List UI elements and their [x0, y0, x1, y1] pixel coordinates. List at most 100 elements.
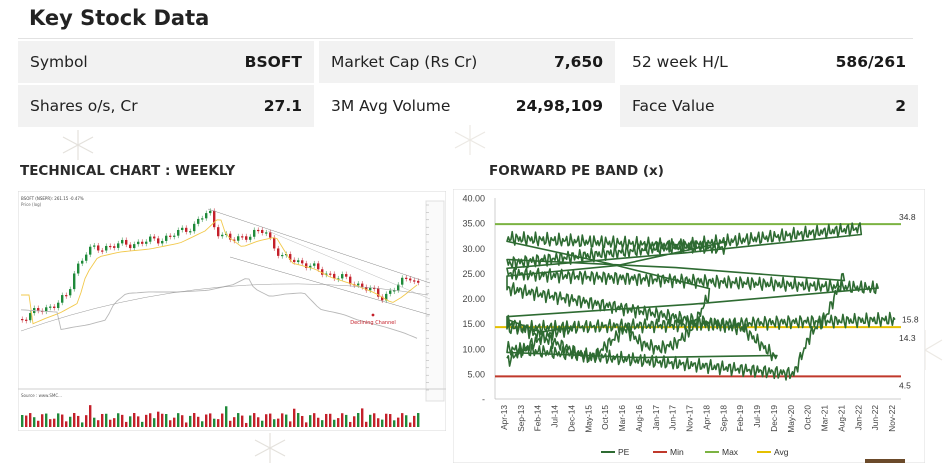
candle [77, 263, 80, 274]
y-tick-label: 15.00 [462, 319, 485, 329]
volume-bar [337, 418, 340, 427]
candle [61, 295, 64, 303]
volume-bar [357, 413, 360, 427]
candle [401, 277, 404, 285]
volume-bar [405, 415, 408, 427]
volume-bar [321, 420, 324, 427]
volume-bar [377, 418, 380, 427]
candle [53, 306, 56, 309]
volume-bar [281, 413, 284, 427]
candle [25, 319, 28, 321]
volume-bar [333, 419, 336, 427]
volume-bar [97, 420, 100, 427]
candle [289, 254, 292, 260]
candle [109, 245, 112, 248]
candle [157, 238, 160, 244]
volume-bar [401, 413, 404, 427]
candle [189, 231, 192, 233]
candle [301, 260, 304, 264]
volume-bar [205, 414, 208, 427]
moving-average-line [20, 278, 418, 339]
svg-text:Price (log): Price (log) [21, 202, 42, 207]
candle [125, 239, 128, 245]
legend-label: PE [618, 447, 630, 457]
volume-bar [157, 411, 160, 427]
symbol-cell: Symbol BSOFT [18, 41, 314, 83]
volume-bar [105, 413, 108, 427]
y-tick-label: 40.00 [462, 194, 485, 204]
volume-bar [209, 413, 212, 427]
candle [317, 263, 320, 270]
candle [277, 248, 280, 256]
volume-bar [229, 420, 232, 427]
candle [201, 218, 204, 220]
volume-bar [125, 421, 128, 427]
candle [137, 241, 140, 245]
volume-bar [49, 419, 52, 427]
candle [49, 306, 52, 308]
volume-bar [361, 408, 364, 427]
forward-pe-chart: 40.00 35.00 30.00 25.00 20.00 15.00 10.00 5.00 -… [453, 189, 925, 463]
candle [337, 278, 340, 280]
candle [105, 245, 108, 251]
candle [349, 276, 352, 285]
volume-bar [57, 413, 60, 427]
volume-bar [221, 413, 224, 427]
candle [121, 239, 124, 244]
y-tick-label: 10.00 [462, 344, 485, 354]
x-tick-label: Apr-18 [701, 405, 711, 430]
candle [413, 280, 416, 282]
volume-bar [141, 421, 144, 427]
volume-bar [309, 415, 312, 427]
y-tick-label: 25.00 [462, 269, 485, 279]
shares-label: Shares o/s, Cr [30, 97, 138, 115]
shares-value: 27.1 [263, 97, 302, 115]
candle [69, 289, 72, 296]
volume-bar [329, 413, 332, 427]
pe-series-line [506, 222, 896, 381]
candle [237, 236, 240, 241]
volume-bar [373, 413, 376, 427]
volume-bar [181, 415, 184, 427]
candle [325, 273, 328, 275]
volume-bar [381, 419, 384, 427]
candle [177, 230, 180, 236]
candle [185, 227, 188, 232]
volume-bar [253, 413, 256, 427]
volume-bar [349, 421, 352, 427]
volume-bar [397, 417, 400, 427]
avg-volume-cell: 3M Avg Volume 24,98,109 [319, 85, 615, 127]
candle [265, 232, 268, 234]
y-tick-label: 30.00 [462, 244, 485, 254]
candle [93, 245, 96, 247]
candle [193, 223, 196, 232]
volume-bar [317, 417, 320, 427]
candle [45, 307, 48, 312]
volume-bar [133, 413, 136, 427]
volume-bar [269, 413, 272, 427]
x-tick-label: Dec-19 [769, 405, 779, 432]
avg-volume-value: 24,98,109 [515, 97, 603, 115]
volume-bar [193, 413, 196, 427]
52wk-hl-cell: 52 week H/L 586/261 [620, 41, 918, 83]
volume-bar [185, 422, 188, 427]
candle [97, 245, 100, 251]
volume-bar [149, 413, 152, 427]
x-tick-label: Dec-14 [566, 405, 576, 432]
x-tick-label: Jul-14 [550, 405, 560, 428]
x-tick-label: Oct-15 [600, 405, 610, 430]
x-tick-label: Sep-13 [516, 405, 526, 432]
volume-bar [233, 417, 236, 427]
candle [365, 287, 368, 291]
volume-bar [257, 417, 260, 427]
volume-bar [297, 413, 300, 427]
x-tick-label: Jul-19 [752, 405, 762, 428]
volume-bar [101, 413, 104, 427]
x-tick-label: Aug-21 [836, 405, 846, 432]
52wk-hl-label: 52 week H/L [632, 53, 728, 71]
volume-bar [117, 413, 120, 427]
volume-bar [189, 415, 192, 427]
volume-bar [201, 421, 204, 427]
volume-bar [33, 417, 36, 427]
last-pe-label: 15.8 [902, 315, 919, 325]
